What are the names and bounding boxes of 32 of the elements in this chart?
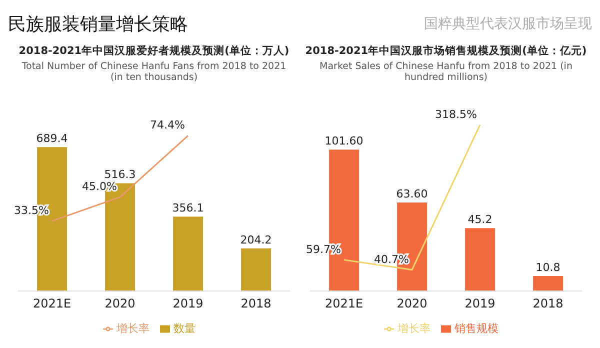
data-label: 318.5% — [435, 108, 477, 121]
x-tick-label: 2021E — [32, 296, 72, 311]
bar — [241, 248, 272, 291]
data-label: 45.2 — [468, 213, 492, 226]
x-tick-label: 2020 — [104, 296, 136, 311]
chart-subtitle: Total Number of Chinese Hanfu Fans from 2018 to 2021 (in ten thousands) — [20, 61, 288, 83]
text: 民族服装销量增长策略 — [8, 13, 188, 36]
data-label: 204.2 — [240, 233, 272, 246]
x-tick-label: 2018 — [240, 296, 272, 311]
x-tick-label: 2019 — [464, 296, 496, 311]
text: 国粹典型代表汉服市场呈现 — [424, 15, 592, 33]
data-label: 74.4% — [150, 118, 185, 132]
legend-label: 增长率 — [116, 322, 150, 335]
chart-title: 2018-2021年中国汉服爱好者规模及预测(单位：万人) — [18, 44, 290, 58]
bar — [173, 216, 204, 291]
x-tick-label: 2021E — [324, 296, 364, 311]
chart-subtitle: Market Sales of Chinese Hanfu from 2018 to 2021 (in hundred millions) — [318, 61, 574, 83]
data-label: 516.3 — [104, 168, 136, 182]
bar — [465, 228, 496, 291]
legend-label: 增长率 — [398, 322, 430, 335]
legend-label: 销售规模 — [454, 322, 498, 335]
data-label: 356.1 — [172, 202, 204, 215]
legend-label: 数量 — [174, 322, 196, 335]
bar — [533, 276, 564, 291]
data-label: 689.4 — [36, 132, 68, 146]
x-tick-label: 2018 — [532, 296, 564, 311]
data-label: 101.60 — [324, 134, 364, 148]
data-label: 63.60 — [396, 187, 428, 200]
x-tick-label: 2019 — [172, 296, 204, 311]
x-tick-label: 2020 — [396, 296, 428, 311]
data-label: 10.8 — [536, 260, 560, 274]
chart-title: 2018-2021年中国汉服市场销售规模及预测(单位：亿元) — [304, 44, 588, 58]
